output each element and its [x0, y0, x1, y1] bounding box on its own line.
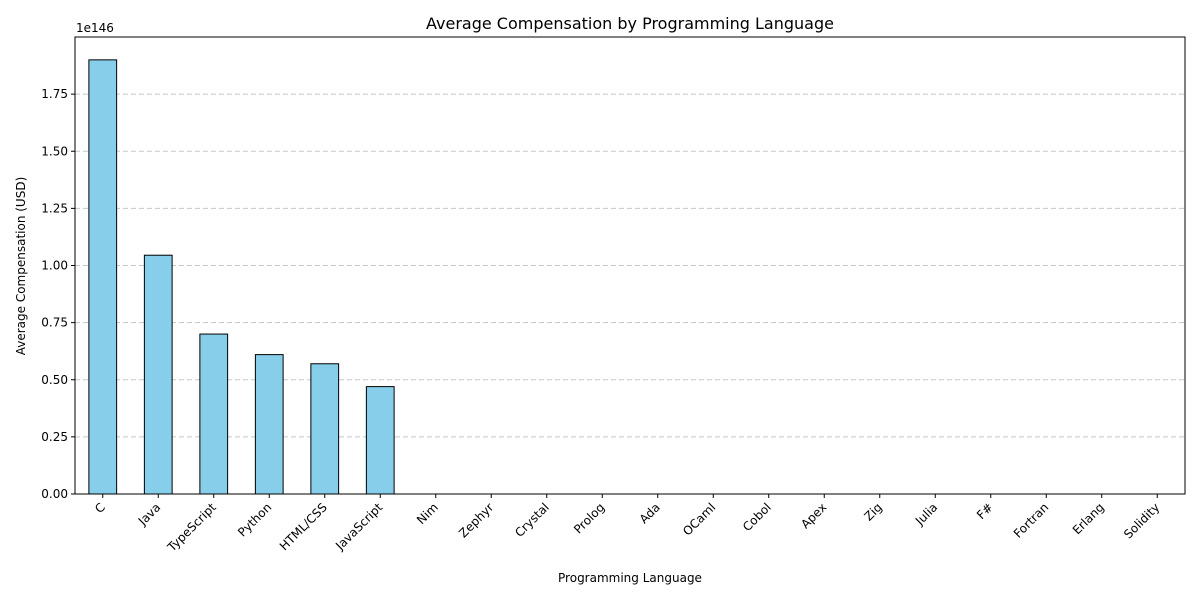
y-tick-label: 0.75 [41, 316, 68, 330]
x-tick-label: F# [974, 500, 996, 522]
y-tick-label: 0.50 [41, 373, 68, 387]
y-tick-label: 0.00 [41, 487, 68, 501]
x-tick-label: Prolog [571, 500, 607, 536]
x-tick-label: HTML/CSS [277, 500, 330, 553]
bar [88, 59, 118, 495]
x-axis-label: Programming Language [558, 571, 702, 585]
x-tick-label: JavaScript [332, 500, 385, 553]
x-tick-label: Erlang [1070, 500, 1107, 537]
x-tick-label: Julia [912, 500, 940, 528]
x-tick-label: Cobol [740, 500, 774, 534]
y-tick-label: 1.25 [41, 201, 68, 215]
x-tick-label: Fortran [1011, 500, 1052, 541]
bar [365, 386, 395, 495]
x-tick-label: Zig [861, 500, 884, 523]
bar [254, 354, 284, 495]
x-tick-label: OCaml [680, 500, 718, 538]
x-tick-label: Ada [637, 500, 663, 526]
x-tick-label: TypeScript [164, 500, 219, 555]
x-tick-label: Solidity [1121, 500, 1162, 541]
bar [199, 333, 229, 495]
plot-frame [74, 36, 1186, 495]
bar [310, 363, 340, 495]
y-tick-label: 1.00 [41, 259, 68, 273]
y-tick-label: 1.50 [41, 144, 68, 158]
x-tick-label: Nim [414, 500, 441, 527]
x-tick-label: Crystal [512, 500, 552, 540]
y-offset-label: 1e146 [76, 21, 114, 35]
bar [143, 254, 173, 495]
x-tick-label: C [92, 500, 108, 516]
x-tick-label: Apex [798, 500, 829, 531]
x-tick-label: Java [135, 500, 164, 529]
x-tick-label: Python [235, 500, 274, 539]
y-tick-label: 0.25 [41, 430, 68, 444]
y-axis-label: Average Compensation (USD) [14, 177, 28, 356]
x-tick-label: Zephyr [456, 500, 496, 540]
chart-title: Average Compensation by Programming Lang… [426, 14, 834, 33]
y-tick-label: 1.75 [41, 87, 68, 101]
